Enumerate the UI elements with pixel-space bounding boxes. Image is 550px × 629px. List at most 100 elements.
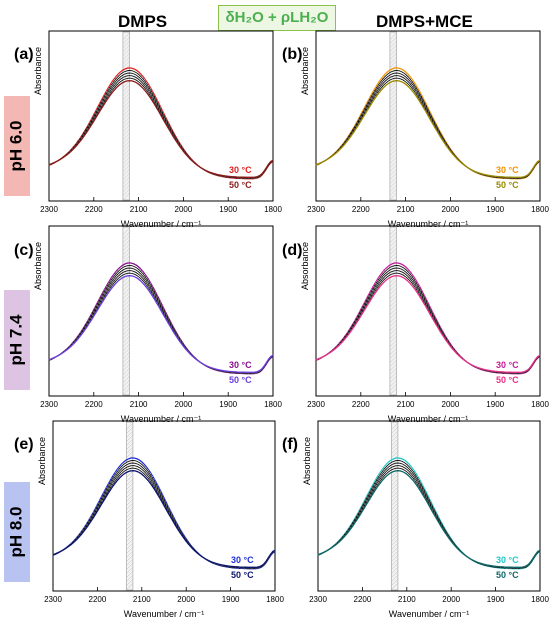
band-hatch [122,36,130,44]
intermediate-line [317,463,541,569]
panel-label-b: (b) [282,46,303,63]
intermediate-line [48,71,274,179]
band-hatch [389,243,397,251]
band-hatch [389,363,397,371]
band-hatch [391,482,399,490]
band-hatch [391,566,399,574]
intermediate-line [315,271,541,373]
x-tick-label: 2300 [44,595,62,604]
intermediate-line [48,265,274,374]
intermediate-line [317,466,541,568]
band-hatch [122,347,130,355]
y-axis-title: Absorbance [300,47,310,95]
x-tick-label: 2000 [442,400,460,409]
intermediate-line [317,467,541,569]
band-hatch [391,514,399,522]
band-hatch [389,80,397,88]
panel-label-f: (f) [282,436,298,453]
intermediate-line [52,462,276,569]
band-hatch [122,371,130,379]
intermediate-line [48,77,274,179]
band-hatch [122,295,130,303]
band-hatch [389,148,397,156]
shaded-band [122,226,130,396]
band-hatch [122,299,130,307]
band-hatch [122,152,130,160]
x-tick-label: 2000 [442,205,460,214]
band-hatch [389,40,397,48]
band-hatch [122,88,130,96]
legend-30C: 30 °C [496,360,519,370]
intermediate-line [315,77,541,179]
x-tick-label: 2200 [354,595,372,604]
band-hatch [389,279,397,287]
band-hatch [389,44,397,52]
band-hatch [391,470,399,478]
panel-label-a: (a) [14,46,34,63]
series-line-30C [48,262,274,375]
band-hatch [126,510,134,518]
band-hatch [122,319,130,327]
chart-panel-f: 2300 2200 2100 2000 1900 1800 Wavenumber / cm⁻… [302,420,549,619]
band-assignment-label: δH₂O + ρLH₂O [218,5,336,31]
legend-50C: 50 °C [496,180,519,190]
band-hatch [126,438,134,446]
x-tick-label: 2100 [133,595,151,604]
x-tick-label: 1800 [531,595,549,604]
x-tick-label: 2200 [85,205,103,214]
intermediate-line [52,461,276,569]
band-hatch [389,359,397,367]
legend-50C: 50 °C [496,570,519,580]
legend-30C: 30 °C [496,555,519,565]
band-hatch [122,60,130,68]
band-hatch [122,339,130,347]
band-hatch [122,303,130,311]
x-tick-label: 2100 [397,400,415,409]
band-hatch [126,518,134,526]
band-hatch [126,578,134,586]
column-title-dmps-mce: DMPS+MCE [376,12,473,31]
series-line-30C [48,67,274,180]
intermediate-line [315,71,541,179]
band-hatch [389,112,397,120]
band-hatch [391,434,399,442]
legend-30C: 30 °C [229,360,252,370]
intermediate-line [315,268,541,374]
band-hatch [391,526,399,534]
band-hatch [389,152,397,160]
band-hatch [122,184,130,192]
band-hatch [389,355,397,363]
band-hatch [122,148,130,156]
band-hatch [391,478,399,486]
band-hatch [389,104,397,112]
x-tick-label: 2300 [309,595,327,604]
intermediate-line [48,73,274,179]
band-hatch [122,188,130,196]
band-hatch [391,578,399,586]
band-hatch [389,88,397,96]
band-hatch [126,470,134,478]
band-hatch [389,231,397,239]
intermediate-line [48,75,274,179]
band-hatch [389,192,397,200]
intermediate-line [52,463,276,569]
band-hatch [126,566,134,574]
ph-label-row1: pH 6.0 [4,96,30,196]
band-hatch [389,235,397,243]
band-hatch [122,104,130,112]
ph-label-row3: pH 8.0 [4,482,30,582]
plot-frame [48,30,274,202]
band-hatch [389,184,397,192]
chart-panel-c: 2300 2200 2100 2000 1900 1800 Wavenumber / cm⁻… [33,225,282,424]
x-tick-label: 1800 [531,400,549,409]
band-hatch [389,371,397,379]
x-tick-label: 2200 [89,595,107,604]
intermediate-line [315,73,541,179]
band-hatch [389,172,397,180]
band-hatch [126,582,134,590]
intermediate-line [52,460,276,569]
band-hatch [389,255,397,263]
band-hatch [122,327,130,335]
band-hatch [389,379,397,387]
